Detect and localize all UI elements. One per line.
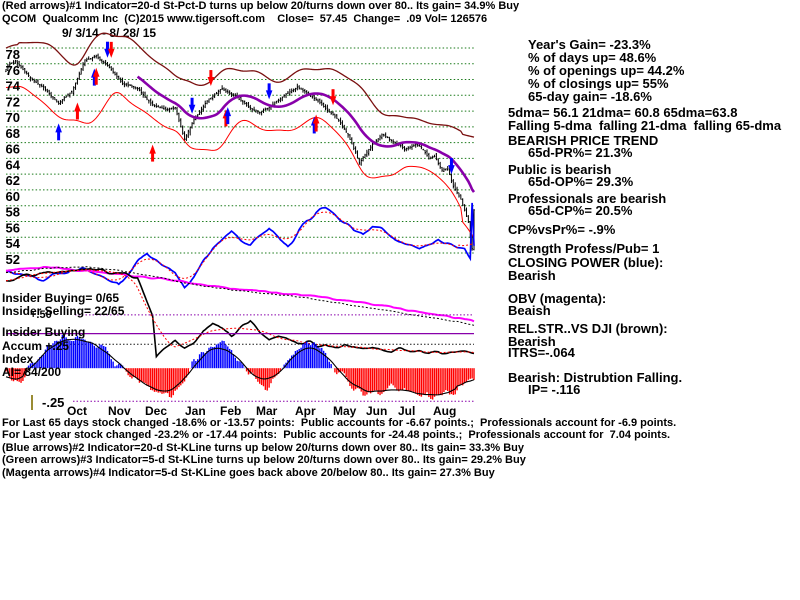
svg-text:64: 64 [6,157,21,172]
svg-text:72: 72 [6,94,20,109]
svg-text:54: 54 [6,236,21,251]
svg-text:68: 68 [6,126,20,141]
svg-text:52: 52 [6,252,20,267]
svg-text:66: 66 [6,142,20,157]
svg-text:70: 70 [6,110,20,125]
svg-text:56: 56 [6,220,20,235]
svg-text:74: 74 [6,79,21,94]
svg-text:58: 58 [6,205,20,220]
svg-text:76: 76 [6,63,20,78]
svg-text:60: 60 [6,189,20,204]
svg-text:62: 62 [6,173,20,188]
svg-text:78: 78 [6,47,20,62]
